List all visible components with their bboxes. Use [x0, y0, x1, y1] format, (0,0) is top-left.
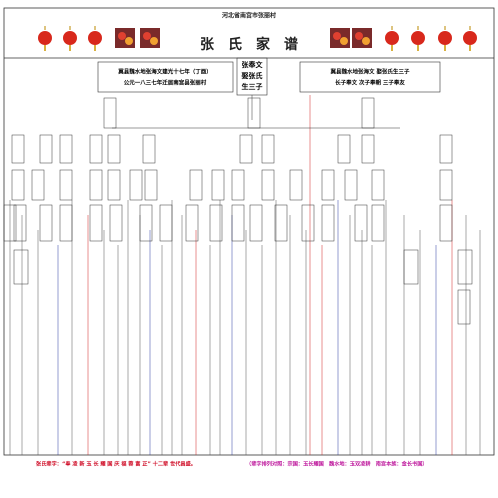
left-box	[97, 61, 234, 93]
person-box	[211, 169, 225, 201]
person-box	[344, 169, 358, 201]
person-box	[289, 169, 303, 201]
person-box	[103, 97, 117, 129]
person-box	[185, 204, 199, 242]
subtitle: 河北省南宫市张丽村	[222, 12, 276, 20]
person-box	[89, 134, 103, 164]
person-box	[261, 134, 275, 164]
person-box	[321, 204, 335, 242]
person-box	[139, 204, 153, 242]
founder-line: 生三子	[242, 82, 263, 91]
fruit	[340, 37, 348, 45]
person-box	[439, 134, 453, 164]
person-box	[403, 249, 419, 285]
person-box	[159, 204, 173, 242]
lantern	[438, 31, 452, 45]
person-box	[13, 249, 29, 285]
person-box	[249, 204, 263, 242]
person-box	[144, 169, 158, 201]
founder-line: 张奉文	[242, 60, 264, 69]
person-box	[371, 169, 385, 201]
founder-line: 娶张氏	[242, 71, 263, 80]
fruit	[143, 32, 151, 40]
person-box	[209, 204, 223, 242]
footer-compare: （辈字排列对照：宗国：玉长耀国 魏水地：玉双凌耕 南宫本族：金长书国）	[246, 460, 428, 468]
fruit	[150, 37, 158, 45]
family-tree	[3, 95, 481, 455]
person-box	[13, 204, 27, 242]
right-box	[299, 61, 441, 93]
person-box	[261, 169, 275, 201]
person-box	[239, 134, 253, 164]
person-box	[231, 169, 245, 201]
person-box	[59, 134, 73, 164]
person-box	[107, 134, 121, 164]
lantern	[411, 31, 425, 45]
person-box	[142, 134, 156, 164]
person-box	[457, 249, 473, 285]
title: 张 氏 家 谱	[200, 36, 298, 53]
footer-generations: 张氏辈字：“奉 凌 新 玉 长 耀 国 庆 福 蓉 富 正” 十二辈 世代昌盛。	[36, 460, 196, 468]
person-box	[439, 204, 453, 242]
fruit	[125, 37, 133, 45]
lantern	[463, 31, 477, 45]
person-box	[231, 204, 245, 242]
person-box	[89, 204, 103, 242]
fruit	[118, 32, 126, 40]
left-line: 冀县魏水地张海文建光十七年（丁酉）	[118, 68, 212, 76]
person-box	[354, 204, 368, 242]
fruit	[355, 32, 363, 40]
person-box	[337, 134, 351, 164]
lanterns	[38, 26, 477, 51]
person-box	[59, 169, 73, 201]
fruit	[333, 32, 341, 40]
person-box	[274, 204, 288, 242]
person-box	[457, 289, 471, 325]
lantern	[385, 31, 399, 45]
person-box	[371, 204, 385, 242]
person-box	[3, 204, 17, 242]
person-box	[31, 169, 45, 201]
outer-frame	[3, 7, 495, 456]
left-line: 公元一八三七年迁居南宫县张丽村	[124, 79, 207, 87]
person-box	[39, 134, 53, 164]
lantern	[38, 31, 52, 45]
person-box	[439, 169, 453, 201]
person-box	[109, 204, 123, 242]
person-box	[361, 97, 375, 129]
person-box	[129, 169, 143, 201]
right-line: 冀县魏水地张海文 娶张氏生三子	[331, 68, 410, 76]
person-box	[11, 134, 25, 164]
person-box	[321, 169, 335, 201]
person-box	[107, 169, 121, 201]
lantern	[88, 31, 102, 45]
person-box	[59, 204, 73, 242]
person-box	[89, 169, 103, 201]
right-line: 长子奉文 次子奉朝 三子奉友	[335, 79, 405, 87]
lantern	[63, 31, 77, 45]
person-box	[39, 204, 53, 242]
person-box	[247, 97, 261, 129]
person-box	[301, 204, 315, 242]
person-box	[11, 169, 25, 201]
person-box	[189, 169, 203, 201]
fruit	[362, 37, 370, 45]
person-box	[361, 134, 375, 164]
